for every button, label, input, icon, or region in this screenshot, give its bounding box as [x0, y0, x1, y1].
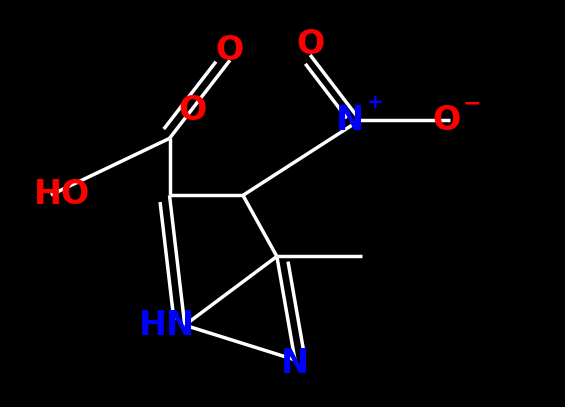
Text: O: O [216, 34, 244, 68]
Text: −: − [463, 94, 481, 114]
Text: HO: HO [34, 178, 90, 212]
Text: O: O [432, 103, 460, 137]
Text: O: O [178, 94, 206, 127]
Text: HN: HN [138, 309, 195, 342]
Text: +: + [367, 93, 384, 112]
Text: N: N [336, 103, 364, 137]
Text: O: O [296, 28, 324, 61]
Text: N: N [281, 346, 309, 380]
